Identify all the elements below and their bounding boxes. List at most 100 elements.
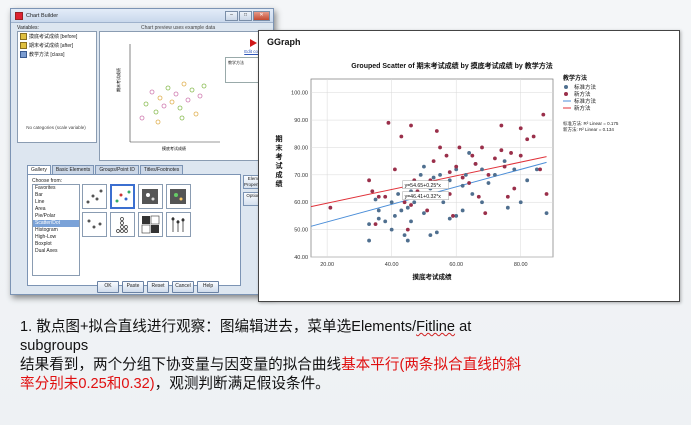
y-tick-label: 90.00 [294,118,308,124]
data-point [470,192,475,196]
preview-label: Chart preview uses example data [141,25,216,31]
scatterplot-matrix-thumb[interactable] [138,212,163,237]
legend-title: 教学方法 [562,74,587,82]
grouped-3d-scatter-thumb[interactable] [166,184,191,209]
summary-point-thumb[interactable] [82,212,107,237]
data-point [451,214,455,218]
chart-type-item[interactable]: Area [35,206,46,212]
data-point [405,238,410,243]
data-point [476,194,481,199]
cancel-button[interactable]: Cancel [172,281,194,293]
legend-label: 新方法 [574,104,591,112]
data-point [434,129,439,133]
chart-type-item[interactable]: Favorites [35,185,56,191]
y-axis-label-char: 试 [276,161,283,170]
data-point [505,205,510,210]
variable-label: 教学方法 [class] [29,52,65,58]
data-point [422,164,426,169]
variable-label: 期末考试成绩 [after] [29,43,74,49]
data-point [399,134,404,139]
caption-line-4: 率分别未0.25和0.32)，观测判断满足假设条件。 [20,375,680,394]
data-point [525,137,530,142]
variable-item[interactable]: 期末考试成绩 [after] [18,41,96,50]
variable-item[interactable]: 教学方法 [class] [18,50,96,59]
tab-gallery[interactable]: Gallery [27,165,51,174]
variable-item[interactable]: 摸底考试成绩 [before] [18,32,96,41]
data-point [376,208,381,213]
drop-line-thumb[interactable] [166,212,191,237]
data-point [531,134,536,139]
3d-scatter-thumb[interactable] [138,184,163,209]
grouped-scatter-thumb[interactable] [110,184,135,209]
data-point [373,197,378,202]
reset-button[interactable]: Reset [147,281,169,293]
chart-type-list[interactable]: Favorites Bar Line Area Pie/Polar Scatter/Dot… [32,184,80,276]
chart-type-item[interactable]: Boxplot [35,241,52,247]
data-point [444,153,449,158]
y-tick-label: 70.00 [294,173,308,179]
data-point [447,216,452,221]
chart-preview-canvas[interactable]: Edit color 教学方法 期末考试成绩 摸底考试成绩 [99,31,269,161]
ggraph-output-panel[interactable]: GGraph Grouped Scatter of 期末考试成绩 by 摸底考试… [258,30,680,302]
paste-button[interactable]: Paste [122,281,144,293]
preview-sample-dots [139,81,207,125]
data-point [441,200,446,205]
variables-list[interactable]: 摸底考试成绩 [before] 期末考试成绩 [after] 教学方法 [cla… [17,31,97,143]
data-point [463,172,468,177]
data-point [460,175,465,180]
legend-marker [564,92,568,96]
maximize-button[interactable]: □ [239,11,252,21]
caption-text: ，观测判断满足假设条件。 [154,376,330,392]
dot-plot-thumb[interactable] [110,212,135,237]
data-point [512,186,517,191]
data-point [483,211,488,216]
data-point [373,222,378,227]
y-axis-label-char: 末 [276,143,284,152]
data-point [502,164,507,169]
nominal-variable-icon [20,51,27,58]
chart-builder-titlebar[interactable]: Chart Builder [11,9,273,23]
data-point [499,123,504,128]
chart-type-item[interactable]: Line [35,199,45,205]
scale-variable-icon [20,42,27,49]
tab-basic-elements[interactable]: Basic Elements [51,165,95,174]
help-button[interactable]: Help [197,281,219,293]
chart-builder-tabs: Gallery Basic Elements Groups/Point ID T… [27,165,184,174]
data-point [409,123,413,128]
gallery-panel: Choose from: Favorites Bar Line Area Pie/Pol… [27,174,241,286]
chart-type-item[interactable]: High-Low [35,234,57,240]
simple-scatter-thumb[interactable] [82,184,107,209]
caption-line-3: 结果看到，两个分组下协变量与因变量的拟合曲线基本平行(两条拟合直线的斜 [20,356,680,375]
data-point [399,208,404,213]
caption-text: at [455,319,472,335]
chart-type-item[interactable]: Pie/Polar [35,213,56,219]
variable-label: 摸底考试成绩 [before] [29,34,78,40]
chart-type-item[interactable]: Bar [35,192,43,198]
x-tick-label: 20.00 [320,262,334,268]
data-point [480,200,484,205]
data-point [434,230,439,235]
data-point [376,216,381,221]
data-point [405,227,410,232]
chart-type-item[interactable]: Dual Axes [35,248,58,254]
window-title: Chart Builder [26,12,59,19]
data-point [367,238,371,243]
chart-type-item[interactable]: Scatter/Dot [33,220,79,227]
tab-groups-point-id[interactable]: Groups/Point ID [95,165,139,174]
data-point [409,219,413,224]
data-point [412,200,417,205]
edit-color-link[interactable]: Edit color [244,49,263,54]
legend-marker [564,85,568,89]
data-point [438,145,442,150]
data-point [460,183,465,188]
chart-type-item[interactable]: Histogram [35,227,58,233]
ok-button[interactable]: OK [97,281,119,293]
minimize-button[interactable]: – [225,11,238,21]
red-arrow-icon [250,39,257,47]
plot-frame [310,78,554,258]
close-button[interactable]: ✕ [253,11,270,21]
no-categories-note: No categories (scale variable) [26,125,86,130]
data-point [422,211,426,216]
tab-titles-footnotes[interactable]: Titles/Footnotes [139,165,184,174]
data-point [402,233,407,237]
